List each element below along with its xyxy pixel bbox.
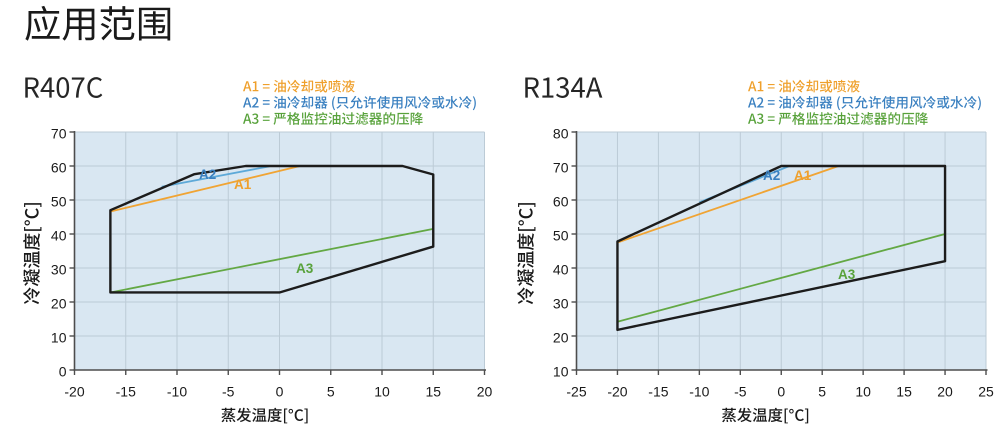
svg-text:80: 80	[553, 126, 569, 142]
svg-text:20: 20	[553, 330, 569, 346]
svg-text:15: 15	[896, 383, 912, 399]
svg-text:40: 40	[553, 262, 569, 278]
svg-text:30: 30	[553, 296, 569, 312]
svg-text:-15: -15	[116, 383, 136, 399]
svg-text:60: 60	[51, 160, 67, 176]
svg-text:A1: A1	[234, 177, 252, 192]
svg-text:50: 50	[51, 194, 67, 210]
svg-text:A3: A3	[296, 261, 314, 276]
svg-text:0: 0	[777, 383, 785, 399]
svg-text:10: 10	[855, 383, 871, 399]
svg-text:20: 20	[51, 296, 67, 312]
svg-text:10: 10	[553, 364, 569, 380]
svg-text:20: 20	[937, 383, 953, 399]
svg-text:-15: -15	[648, 383, 668, 399]
svg-text:-5: -5	[222, 383, 235, 399]
svg-text:-25: -25	[566, 383, 586, 399]
svg-text:0: 0	[276, 383, 284, 399]
svg-text:A3: A3	[838, 267, 856, 282]
svg-text:0: 0	[59, 364, 67, 380]
svg-text:70: 70	[553, 160, 569, 176]
svg-text:5: 5	[818, 383, 826, 399]
svg-text:-5: -5	[734, 383, 747, 399]
svg-text:30: 30	[51, 262, 67, 278]
svg-text:15: 15	[425, 383, 441, 399]
svg-text:50: 50	[553, 228, 569, 244]
svg-text:25: 25	[978, 383, 994, 399]
svg-text:20: 20	[477, 383, 493, 399]
svg-text:5: 5	[327, 383, 335, 399]
svg-text:-20: -20	[607, 383, 627, 399]
svg-text:70: 70	[51, 126, 67, 142]
svg-text:A2: A2	[763, 168, 780, 183]
svg-text:10: 10	[374, 383, 390, 399]
svg-text:A1: A1	[794, 168, 812, 183]
svg-text:40: 40	[51, 228, 67, 244]
svg-text:60: 60	[553, 194, 569, 210]
svg-text:-20: -20	[64, 383, 84, 399]
svg-text:10: 10	[51, 330, 67, 346]
svg-text:A2: A2	[199, 167, 216, 182]
svg-text:-10: -10	[689, 383, 709, 399]
svg-text:-10: -10	[167, 383, 187, 399]
